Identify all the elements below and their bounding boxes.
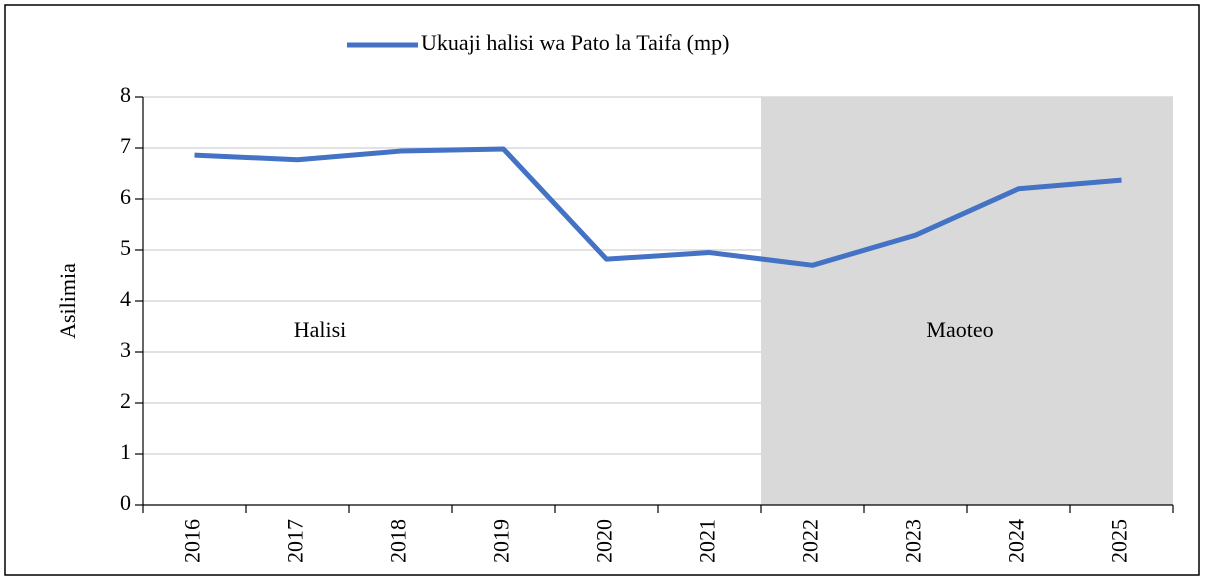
y-tick-label: 3: [120, 337, 131, 362]
annotation: Maoteo: [926, 317, 993, 342]
y-tick-label: 2: [120, 388, 131, 413]
y-tick-label: 4: [120, 286, 131, 311]
y-tick-label: 5: [120, 235, 131, 260]
y-tick-label: 1: [120, 439, 131, 464]
y-tick-label: 0: [120, 490, 131, 515]
x-tick-label: 2025: [1107, 519, 1132, 563]
data-line: [194, 146, 1122, 268]
y-tick-label: 7: [120, 133, 131, 158]
y-tick-label: 8: [120, 82, 131, 107]
x-tick-label: 2024: [1004, 519, 1029, 563]
x-tick-label: 2020: [592, 519, 617, 563]
y-tick-label: 6: [120, 184, 131, 209]
annotation: Halisi: [294, 317, 347, 342]
x-tick-label: 2021: [695, 519, 720, 563]
x-tick-label: 2017: [283, 519, 308, 563]
legend-label: Ukuaji halisi wa Pato la Taifa (mp): [421, 30, 729, 55]
x-tick-label: 2019: [489, 519, 514, 563]
x-tick-label: 2018: [386, 519, 411, 563]
x-tick-label: 2016: [180, 519, 205, 563]
y-axis-label: Asilimia: [55, 263, 80, 339]
x-tick-label: 2022: [798, 519, 823, 563]
x-tick-label: 2023: [901, 519, 926, 563]
